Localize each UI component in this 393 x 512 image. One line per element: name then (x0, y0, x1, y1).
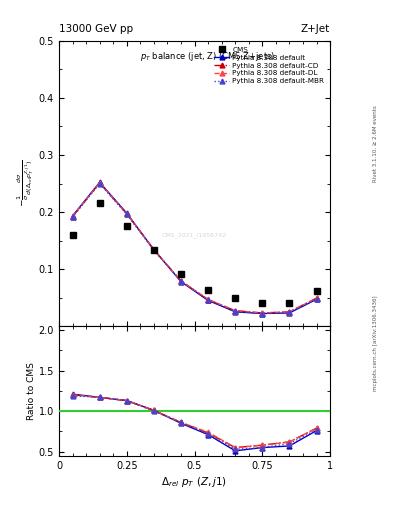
CMS (152, 247, 156, 253)
Pythia 8.308 default-CD (97, 180, 102, 186)
Pythia 8.308 default-MBR (97, 180, 102, 186)
Pythia 8.308 default-MBR (70, 214, 75, 220)
CMS (125, 223, 129, 229)
Pythia 8.308 default-MBR (179, 278, 184, 284)
CMS (206, 287, 211, 293)
Pythia 8.308 default (70, 213, 75, 219)
Line: Pythia 8.308 default-MBR: Pythia 8.308 default-MBR (70, 181, 319, 316)
Pythia 8.308 default-CD (70, 214, 75, 220)
Pythia 8.308 default (152, 247, 156, 253)
Line: Pythia 8.308 default-CD: Pythia 8.308 default-CD (70, 181, 319, 315)
Pythia 8.308 default (260, 310, 265, 316)
CMS (314, 288, 319, 294)
Text: $p_T$ balance (jet, Z) (CMS Z+jets): $p_T$ balance (jet, Z) (CMS Z+jets) (140, 50, 275, 62)
Pythia 8.308 default-DL (152, 247, 156, 253)
Pythia 8.308 default-CD (260, 310, 265, 316)
Text: CMS_2021_I1956742: CMS_2021_I1956742 (162, 232, 227, 238)
Pythia 8.308 default-CD (314, 295, 319, 301)
Line: Pythia 8.308 default: Pythia 8.308 default (70, 180, 319, 316)
Pythia 8.308 default-CD (206, 297, 211, 303)
Pythia 8.308 default (314, 296, 319, 303)
CMS (233, 295, 237, 301)
Pythia 8.308 default-MBR (287, 309, 292, 315)
Pythia 8.308 default-DL (233, 308, 237, 314)
Pythia 8.308 default-DL (125, 210, 129, 217)
CMS (70, 232, 75, 238)
Pythia 8.308 default (287, 310, 292, 316)
Pythia 8.308 default-CD (233, 308, 237, 314)
Pythia 8.308 default-MBR (314, 295, 319, 302)
Pythia 8.308 default-MBR (206, 297, 211, 303)
Pythia 8.308 default-DL (97, 180, 102, 186)
Pythia 8.308 default-DL (260, 310, 265, 316)
CMS (260, 300, 265, 306)
Line: Pythia 8.308 default-DL: Pythia 8.308 default-DL (70, 181, 319, 315)
Pythia 8.308 default-CD (125, 210, 129, 217)
Pythia 8.308 default (206, 297, 211, 304)
CMS (179, 270, 184, 276)
Pythia 8.308 default (97, 179, 102, 185)
Text: Z+Jet: Z+Jet (301, 24, 330, 34)
Pythia 8.308 default-DL (70, 214, 75, 220)
Pythia 8.308 default-DL (287, 309, 292, 315)
Pythia 8.308 default-CD (179, 278, 184, 284)
Line: CMS: CMS (70, 200, 320, 306)
CMS (97, 200, 102, 206)
Y-axis label: Ratio to CMS: Ratio to CMS (27, 362, 36, 420)
CMS (287, 300, 292, 306)
Pythia 8.308 default (233, 309, 237, 315)
Pythia 8.308 default-DL (179, 278, 184, 284)
Pythia 8.308 default-MBR (125, 211, 129, 218)
Pythia 8.308 default (179, 279, 184, 285)
Pythia 8.308 default-CD (152, 247, 156, 253)
Text: Rivet 3.1.10, ≥ 2.6M events: Rivet 3.1.10, ≥ 2.6M events (373, 105, 378, 182)
Pythia 8.308 default-DL (206, 296, 211, 303)
Y-axis label: $-\frac{1}{\sigma}\frac{d\sigma}{d(\Delta_{rel}p_T^{Z,j1})}$: $-\frac{1}{\sigma}\frac{d\sigma}{d(\Delt… (16, 160, 36, 207)
Text: 13000 GeV pp: 13000 GeV pp (59, 24, 133, 34)
Pythia 8.308 default-DL (314, 295, 319, 301)
Pythia 8.308 default-MBR (233, 308, 237, 314)
Pythia 8.308 default (125, 210, 129, 216)
Pythia 8.308 default-MBR (260, 310, 265, 316)
Text: mcplots.cern.ch [arXiv:1306.3436]: mcplots.cern.ch [arXiv:1306.3436] (373, 295, 378, 391)
Pythia 8.308 default-MBR (152, 247, 156, 253)
X-axis label: $\Delta_{rel}\ p_T\ (Z,j1)$: $\Delta_{rel}\ p_T\ (Z,j1)$ (162, 475, 228, 489)
Pythia 8.308 default-CD (287, 309, 292, 315)
Legend: CMS, Pythia 8.308 default, Pythia 8.308 default-CD, Pythia 8.308 default-DL, Pyt: CMS, Pythia 8.308 default, Pythia 8.308 … (211, 45, 327, 87)
